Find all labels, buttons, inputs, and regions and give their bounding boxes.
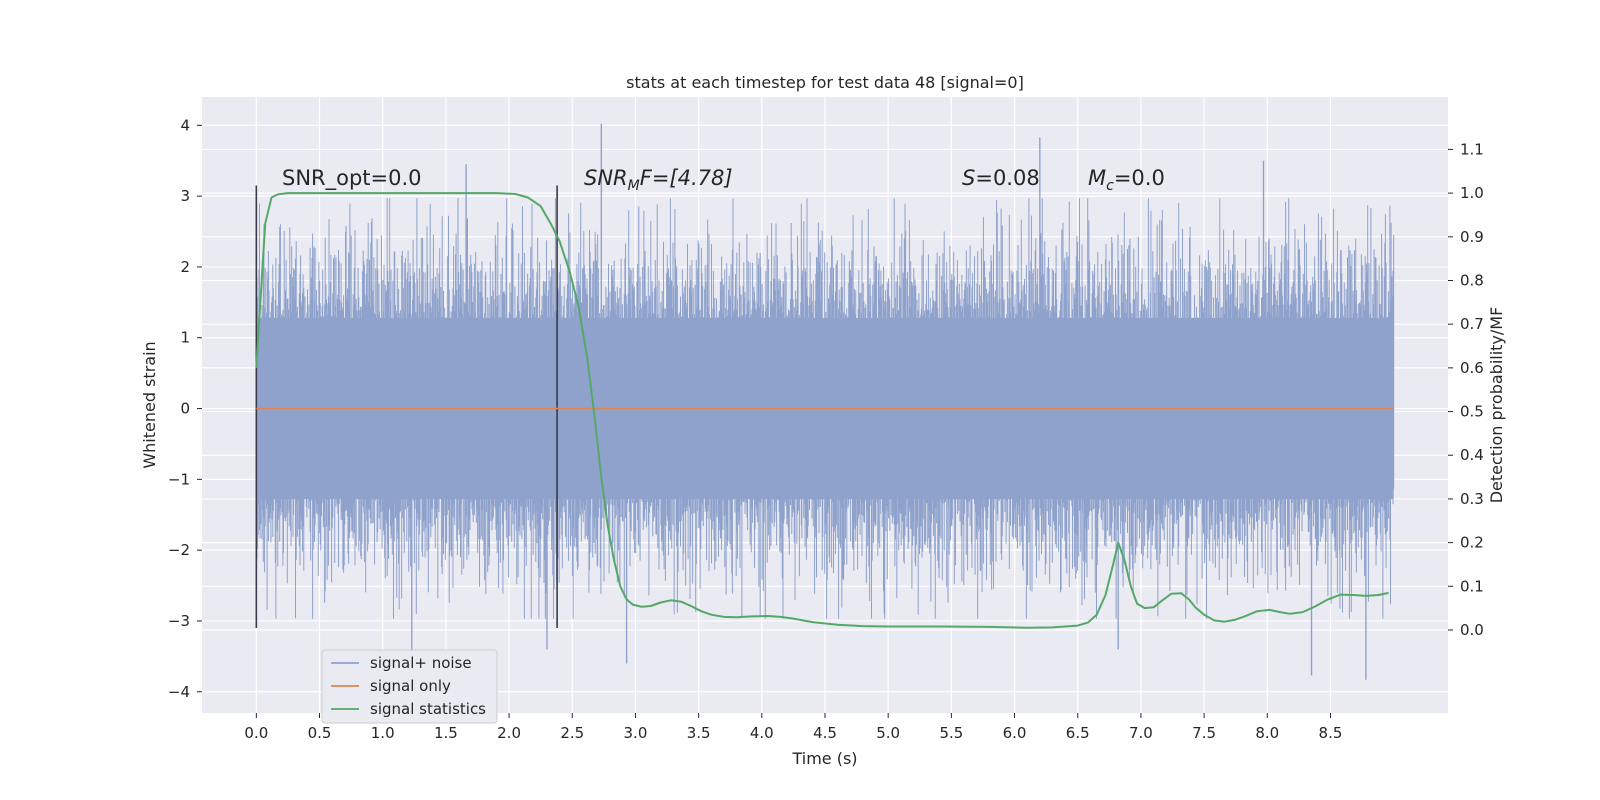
y-right-tick-label-6: 0.5: [1460, 403, 1484, 421]
y-right-tick-label-2: 0.9: [1460, 228, 1484, 246]
y-right-tick-label-7: 0.4: [1460, 446, 1484, 464]
x-tick-label-3: 1.5: [434, 724, 458, 742]
y-right-tick-label-3: 0.8: [1460, 271, 1484, 289]
x-tick-label-5: 2.5: [560, 724, 584, 742]
x-tick-label-7: 3.5: [687, 724, 711, 742]
annotation-mc-sub: c: [1106, 178, 1114, 194]
y-left-tick-label-8: −4: [168, 683, 190, 701]
x-tick-label-8: 4.0: [750, 724, 774, 742]
x-tick-label-6: 3.0: [624, 724, 648, 742]
annotation-snr-mf: SNRMF=[4.78]: [584, 166, 733, 194]
y-left-tick-label-6: −2: [168, 541, 190, 559]
y-right-tick-label-4: 0.7: [1460, 315, 1484, 333]
y-right-tick-label-8: 0.3: [1460, 490, 1484, 508]
y-left-tick-label-4: 0: [180, 400, 190, 418]
x-tick-label-15: 7.5: [1192, 724, 1216, 742]
y-left-tick-label-2: 2: [180, 258, 190, 276]
annotation-mc-rest: =0.0: [1114, 166, 1165, 190]
annotation-snr-mf-base: SNR: [584, 166, 628, 190]
x-tick-label-12: 6.0: [1003, 724, 1027, 742]
annotation-snr-mf-rest: F=[4.78]: [640, 166, 733, 190]
line-layer: [255, 192, 1394, 629]
x-tick-label-2: 1.0: [371, 724, 395, 742]
y-left-tick-label-1: 3: [180, 187, 190, 205]
x-tick-label-13: 6.5: [1066, 724, 1090, 742]
x-tick-label-11: 5.5: [939, 724, 963, 742]
x-tick-label-9: 4.5: [813, 724, 837, 742]
x-tick-label-10: 5.0: [876, 724, 900, 742]
x-tick-label-1: 0.5: [308, 724, 332, 742]
y-right-tick-label-0: 1.1: [1460, 140, 1484, 158]
series-line-signal-statistics: [255, 192, 1389, 629]
annotation-s: S=0.08: [962, 166, 1040, 190]
x-tick-label-4: 2.0: [497, 724, 521, 742]
legend-label-noise: signal+ noise: [370, 654, 472, 672]
chart-title: stats at each timestep for test data 48 …: [626, 73, 1024, 92]
x-tick-label-16: 8.0: [1255, 724, 1279, 742]
legend-label-signal-statistics: signal statistics: [370, 700, 486, 718]
y-left-tick-label-5: −1: [168, 470, 190, 488]
legend-label-signal-only: signal only: [370, 677, 451, 695]
annotation-snr-mf-sub: M: [628, 178, 640, 194]
y-right-tick-label-11: 0.0: [1460, 621, 1484, 639]
x-axis-label: Time (s): [791, 749, 857, 768]
annotation-mc-base: M: [1088, 166, 1106, 190]
x-tick-label-17: 8.5: [1319, 724, 1343, 742]
legend: signal+ noise signal only signal statist…: [321, 649, 498, 724]
legend-box: [321, 649, 498, 724]
x-tick-label-14: 7.0: [1129, 724, 1153, 742]
window-markers: [255, 185, 558, 629]
y-right-tick-label-1: 1.0: [1460, 184, 1484, 202]
y-right-tick-label-5: 0.6: [1460, 359, 1484, 377]
y-right-tick-label-9: 0.2: [1460, 534, 1484, 552]
y-axis-label-right: Detection probability/MF: [1487, 307, 1506, 504]
y-left-tick-label-3: 1: [180, 329, 190, 347]
tick-layer: 0.0 0.5 1.0 1.5 2.0 2.5 3.0 3.5 4.0 4.5 5.0 5.5 6.0 6…: [168, 116, 1484, 742]
y-left-tick-label-7: −3: [168, 612, 190, 630]
annotation-s-italic: S: [962, 166, 975, 190]
y-right-tick-label-10: 0.1: [1460, 577, 1484, 595]
y-axis-label-left: Whitened strain: [140, 341, 159, 468]
annotation-s-rest: =0.08: [975, 166, 1039, 190]
y-left-tick-label-0: 4: [180, 116, 190, 134]
x-tick-label-0: 0.0: [244, 724, 268, 742]
annotation-snr-opt: SNR_opt=0.0: [282, 166, 422, 191]
annotation-mc: Mc=0.0: [1088, 166, 1165, 194]
